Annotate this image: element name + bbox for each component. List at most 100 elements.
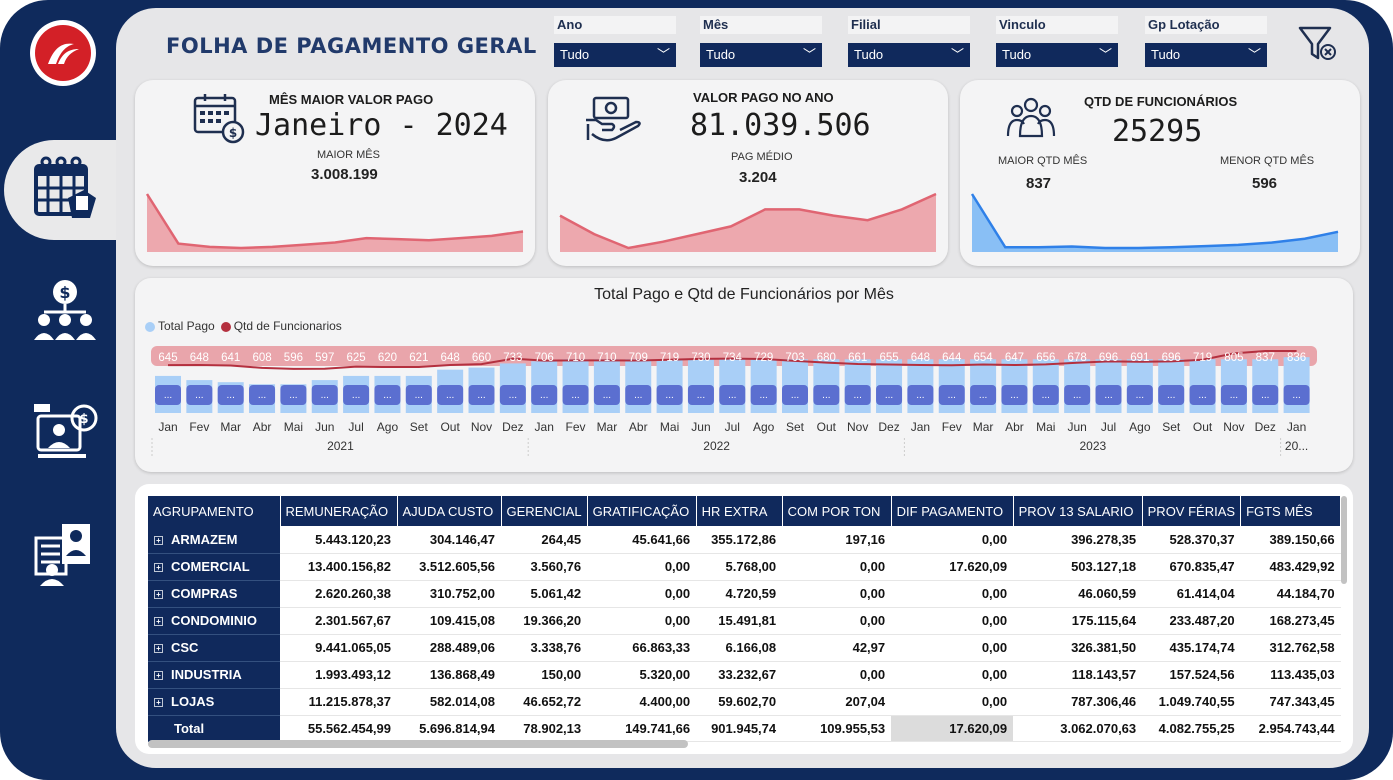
company-logo[interactable]: [30, 20, 96, 86]
filter-filial[interactable]: Filial Tudo ﹀: [848, 16, 970, 67]
svg-text:$: $: [229, 126, 237, 140]
row-group-cell[interactable]: + CONDOMINIO: [148, 607, 280, 635]
row-group-label: CSC: [171, 640, 199, 655]
line-data-label: 625: [347, 352, 366, 364]
row-group-cell[interactable]: + LOJAS: [148, 688, 280, 716]
vertical-scrollbar[interactable]: [1341, 496, 1347, 584]
nav-calendar-payroll[interactable]: [20, 146, 110, 236]
bar-data-label-bg: [249, 385, 276, 405]
filter-label: Gp Lotação: [1145, 16, 1267, 34]
expand-icon[interactable]: +: [154, 590, 163, 599]
column-header[interactable]: FGTS MÊS: [1240, 496, 1342, 526]
filter-dropdown[interactable]: Tudo ﹀: [554, 43, 676, 67]
line-data-label: 710: [566, 352, 585, 364]
bar-data-label: ...: [1292, 390, 1300, 401]
filter-dropdown[interactable]: Tudo ﹀: [848, 43, 970, 67]
filter-label: Mês: [700, 16, 822, 34]
nav-active-highlight: [4, 140, 134, 240]
row-group-cell[interactable]: + CSC: [148, 634, 280, 662]
filter-dropdown[interactable]: Tudo ﹀: [700, 43, 822, 67]
bar-data-label-bg: [844, 385, 871, 405]
filter-vinculo[interactable]: Vinculo Tudo ﹀: [996, 16, 1118, 67]
bar-data-label: ...: [415, 390, 423, 401]
expand-icon[interactable]: +: [154, 617, 163, 626]
table-row[interactable]: + COMPRAS 2.620.260,38 310.752,00 5.061,42 0,…: [148, 580, 1341, 608]
line-data-label: 836: [1287, 352, 1306, 364]
card-mes-maior-valor: $ MÊS MAIOR VALOR PAGO Janeiro - 2024 MA…: [135, 80, 535, 266]
calendar-dollar-icon: $: [193, 94, 245, 144]
expand-icon[interactable]: +: [154, 671, 163, 680]
table-cell: 45.641,66: [587, 526, 697, 554]
table-cell: 396.278,35: [1013, 526, 1143, 554]
horizontal-scrollbar[interactable]: [148, 740, 688, 748]
legend-item-total[interactable]: Total Pago: [145, 319, 215, 333]
row-group-cell[interactable]: + COMPRAS: [148, 580, 280, 608]
nav-people-money[interactable]: $: [20, 268, 110, 358]
bar-data-label-bg: [1283, 385, 1310, 405]
table-cell: 19.366,20: [501, 607, 588, 635]
line-data-label: 660: [472, 352, 491, 364]
column-header[interactable]: GRATIFICAÇÃO: [587, 496, 697, 526]
legend-dot-icon: [145, 321, 155, 332]
legend-item-qtd[interactable]: Qtd de Funcionarios: [220, 319, 342, 333]
combo-chart-plot[interactable]: ........................................…: [135, 278, 1353, 472]
table-cell: 0,00: [891, 607, 1014, 635]
row-group-cell[interactable]: + ARMAZEM: [148, 526, 280, 554]
table-cell: 44.184,70: [1240, 580, 1341, 608]
filter-dropdown[interactable]: Tudo ﹀: [1145, 43, 1267, 67]
matrix-table: AGRUPAMENTO REMUNERAÇÃO AJUDA CUSTO GERE…: [148, 496, 1342, 742]
table-cell: 33.232,67: [696, 661, 783, 689]
table-cell: 670.835,47: [1142, 553, 1241, 581]
bar-data-label-bg: [499, 385, 526, 405]
column-header[interactable]: AGRUPAMENTO: [148, 496, 281, 526]
table-cell: 0,00: [782, 553, 892, 581]
row-group-label: COMPRAS: [171, 586, 238, 601]
bar-data-label-bg: [437, 385, 464, 405]
nav-employees[interactable]: [20, 508, 110, 598]
x-tick-label: Ago: [377, 420, 399, 434]
expand-icon[interactable]: +: [154, 698, 163, 707]
chart-legend: Total Pago Qtd de Funcionarios: [145, 319, 342, 333]
line-data-label: 696: [1162, 352, 1181, 364]
table-cell: 118.143,57: [1013, 661, 1143, 689]
line-data-label: 734: [723, 352, 743, 364]
card-sub-value: 3.204: [739, 169, 777, 186]
column-header[interactable]: REMUNERAÇÃO: [280, 496, 398, 526]
column-header[interactable]: AJUDA CUSTO: [397, 496, 502, 526]
filter-ano[interactable]: Ano Tudo ﹀: [554, 16, 676, 67]
column-header[interactable]: PROV FÉRIAS: [1142, 496, 1242, 526]
clear-filters-button[interactable]: [1298, 26, 1340, 64]
table-row[interactable]: + CSC 9.441.065,05 288.489,06 3.338,76 66.863…: [148, 634, 1341, 662]
expand-icon[interactable]: +: [154, 563, 163, 572]
expand-icon[interactable]: +: [154, 644, 163, 653]
column-header[interactable]: HR EXTRA: [696, 496, 783, 526]
expand-icon[interactable]: +: [154, 535, 163, 545]
total-cell: 149.741,66: [587, 714, 697, 742]
table-cell: 503.127,18: [1013, 553, 1143, 581]
table-row[interactable]: + INDUSTRIA 1.993.493,12 136.868,49 150,00 5.…: [148, 661, 1341, 689]
column-header[interactable]: GERENCIAL: [501, 496, 588, 526]
line-data-label: 719: [660, 352, 679, 364]
x-tick-label: Nov: [847, 420, 868, 434]
row-group-cell[interactable]: + INDUSTRIA: [148, 661, 280, 689]
column-header[interactable]: DIF PAGAMENTO: [891, 496, 1014, 526]
nav-remote-pay[interactable]: $: [20, 390, 110, 480]
table-row[interactable]: + COMERCIAL 13.400.156,82 3.512.605,56 3.560…: [148, 553, 1341, 581]
row-group-label: CONDOMINIO: [171, 613, 257, 628]
bar-data-label: ...: [1167, 390, 1175, 401]
column-header[interactable]: COM POR TON: [782, 496, 892, 526]
line-data-label: 641: [221, 352, 240, 364]
bar-data-label-bg: [876, 385, 903, 405]
x-tick-label: Jun: [1067, 420, 1086, 434]
filter-gp-lotacao[interactable]: Gp Lotação Tudo ﹀: [1145, 16, 1267, 67]
bar-data-label: ...: [948, 390, 956, 401]
bar-data-label-bg: [656, 385, 683, 405]
table-row[interactable]: + CONDOMINIO 2.301.567,67 109.415,08 19.366,…: [148, 607, 1341, 635]
table-row[interactable]: + LOJAS 11.215.878,37 582.014,08 46.652,72 4.…: [148, 688, 1341, 716]
table-row[interactable]: + ARMAZEM 5.443.120,23 304.146,47 264,45 45.6…: [148, 526, 1341, 554]
column-header[interactable]: PROV 13 SALARIO: [1013, 496, 1143, 526]
filter-mes[interactable]: Mês Tudo ﹀: [700, 16, 822, 67]
filter-dropdown[interactable]: Tudo ﹀: [996, 43, 1118, 67]
table-cell: 747.343,45: [1240, 688, 1341, 716]
row-group-cell[interactable]: + COMERCIAL: [148, 553, 280, 581]
